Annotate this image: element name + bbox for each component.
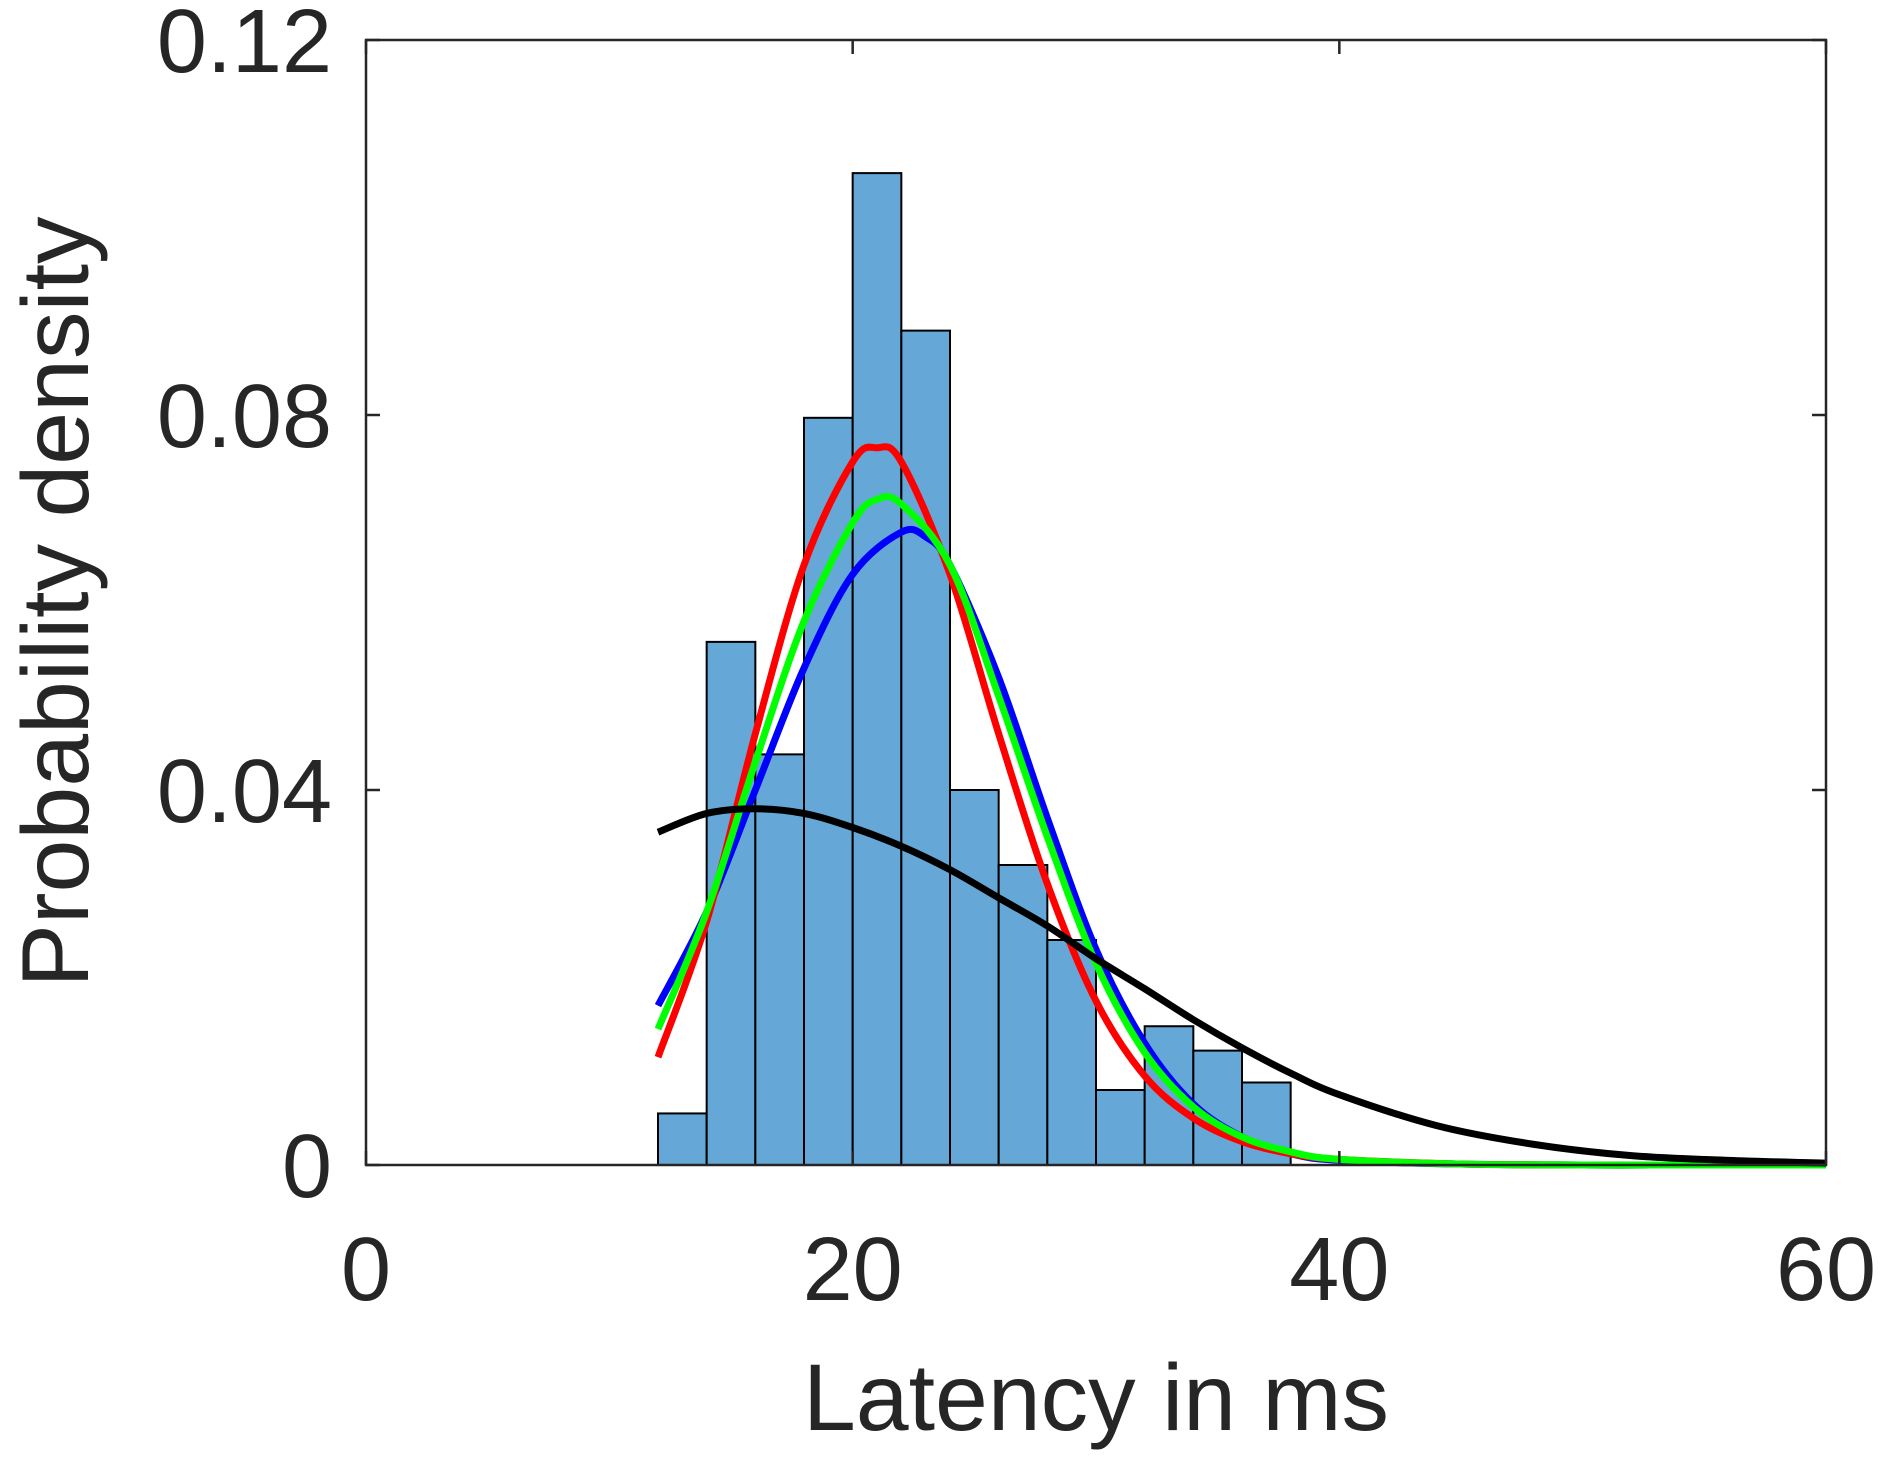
x-tick-labels: 0 20 40 60 [341, 1220, 1876, 1320]
histogram-bar [1046, 939, 1098, 1166]
y-tick-labels: 0 0.04 0.08 0.12 [157, 0, 332, 1217]
x-axis-label: Latency in ms [803, 1345, 1389, 1451]
histogram-bar [949, 789, 1000, 1166]
histogram-bars [657, 172, 1292, 1166]
histogram-bar [851, 172, 903, 1166]
y-tick-label: 0 [282, 1117, 332, 1217]
x-tick-label: 60 [1776, 1220, 1876, 1320]
x-tick-label: 0 [341, 1220, 391, 1320]
y-axis-label: Probability density [3, 216, 109, 987]
histogram-bar [754, 753, 805, 1166]
axis-ticks [364, 38, 1828, 1167]
x-tick-label: 20 [803, 1220, 903, 1320]
fit-curve [656, 805, 1827, 1167]
histogram-bar [1095, 1089, 1146, 1166]
y-tick-label: 0.12 [157, 0, 332, 92]
plot-frame [364, 38, 1828, 1167]
y-tick-label: 0.04 [157, 742, 332, 842]
y-tick-label: 0.08 [157, 367, 332, 467]
histogram-bar [900, 329, 951, 1166]
x-tick-label: 40 [1289, 1220, 1389, 1320]
histogram-bar [657, 1112, 708, 1166]
